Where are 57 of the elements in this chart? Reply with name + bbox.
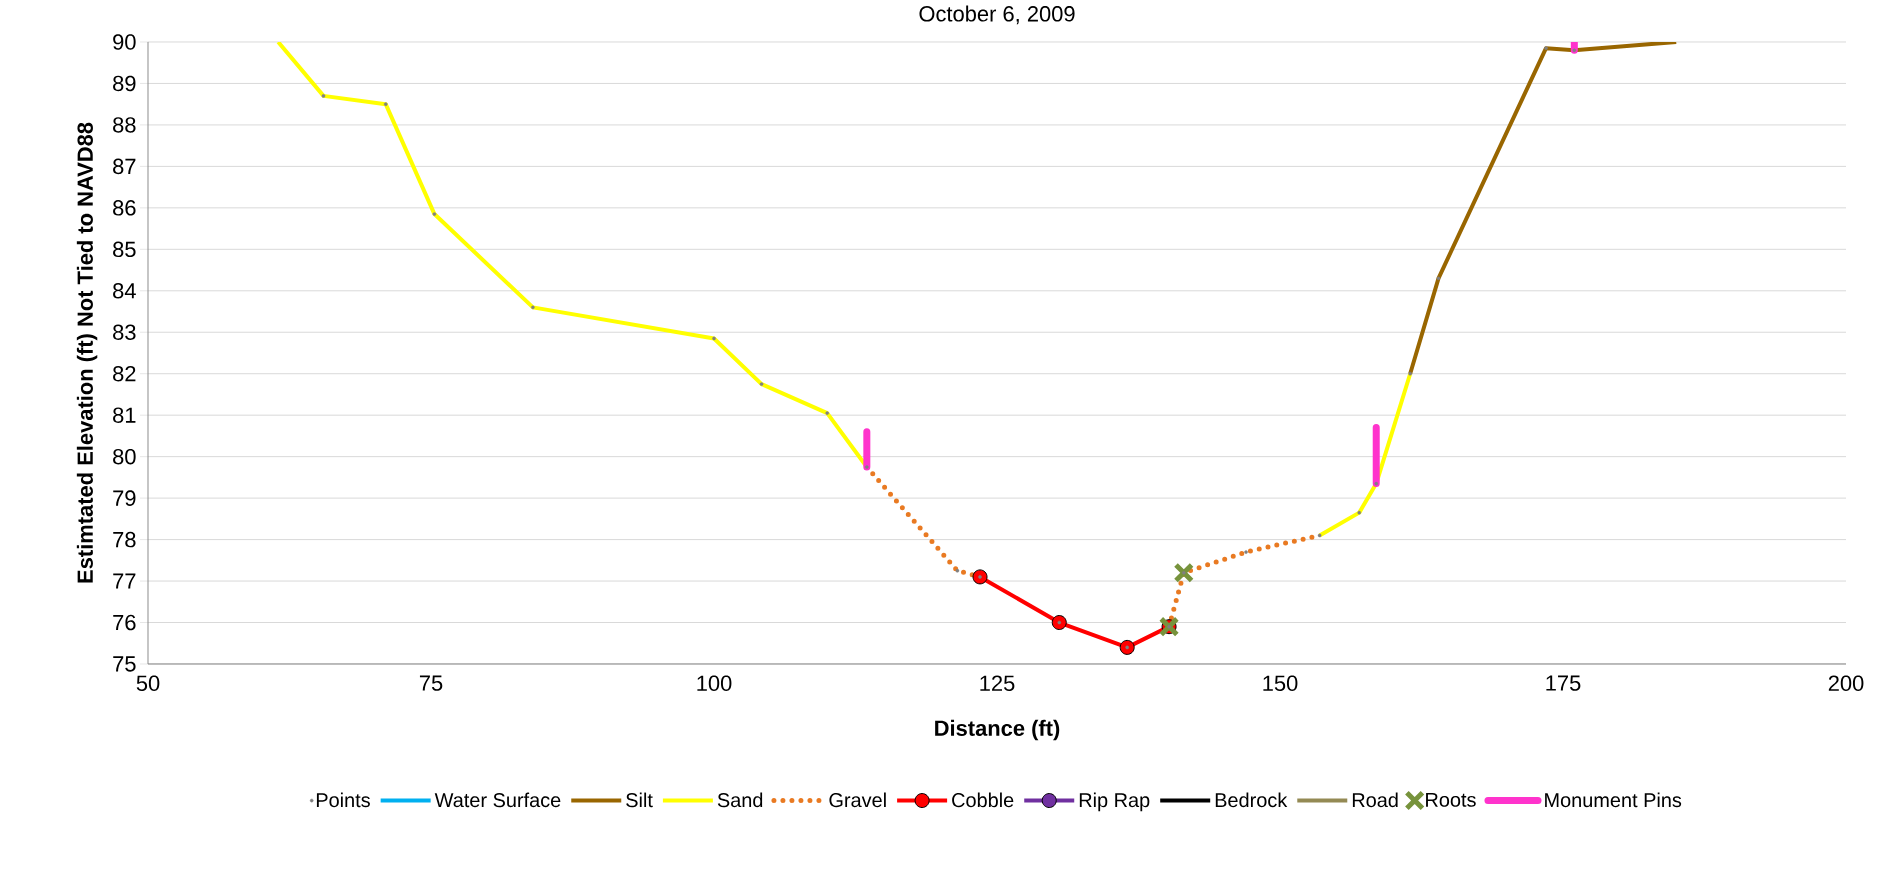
- y-tick-label: 83: [113, 324, 136, 341]
- y-tick-label: 77: [113, 573, 136, 589]
- x-tick-label: 75: [419, 675, 443, 691]
- point: [1544, 46, 1548, 50]
- point: [955, 568, 960, 573]
- x-tick-label: 100: [697, 675, 732, 692]
- legend-label: Monument Pins: [1545, 792, 1682, 808]
- y-tick-label: 87: [113, 158, 136, 175]
- y-tick-label: 88: [113, 117, 136, 133]
- y-tick-label: 78: [113, 531, 136, 548]
- x-axis-title: Distance (ft): [935, 719, 1060, 741]
- point: [825, 411, 830, 415]
- point: [1572, 48, 1577, 53]
- y-axis-title: Estimtated Elevation (ft) Not Tied to NAVD88: [76, 122, 98, 583]
- y-tick-label: 76: [113, 614, 136, 631]
- y-tick-label: 86: [113, 200, 136, 216]
- legend-label: Water Surface: [434, 792, 561, 808]
- line-series: [1408, 41, 1679, 376]
- x-tick-label: 200: [1828, 675, 1864, 692]
- chart-title: October 6, 2009: [919, 5, 1075, 25]
- point: [1408, 371, 1412, 376]
- point: [1173, 562, 1195, 584]
- y-tick-label: 79: [113, 490, 136, 506]
- y-tick-label: 81: [113, 407, 136, 423]
- point: [1436, 276, 1441, 281]
- y-tick-label: 82: [113, 365, 136, 382]
- x-tick-label: 50: [136, 675, 160, 692]
- point: [1357, 510, 1362, 515]
- point: [1244, 550, 1248, 554]
- x-tick-label: 150: [1263, 675, 1298, 692]
- point: [712, 336, 716, 341]
- point: [383, 102, 388, 106]
- legend-label: Rip Rap: [1079, 792, 1150, 812]
- legend-label: Points: [316, 792, 370, 808]
- legend-label: Cobble: [952, 792, 1014, 808]
- point: [759, 382, 764, 386]
- point: [531, 305, 535, 310]
- y-tick-label: 84: [113, 283, 136, 299]
- y-tick-label: 89: [113, 75, 136, 92]
- y-tick-label: 90: [113, 34, 136, 50]
- x-tick-label: 125: [980, 675, 1015, 692]
- y-tick-label: 85: [113, 241, 136, 258]
- point: [432, 212, 437, 216]
- point: [1181, 570, 1186, 575]
- x-tick-label: 175: [1546, 675, 1581, 691]
- point: [1374, 481, 1379, 486]
- legend-label: Bedrock: [1215, 792, 1288, 808]
- legend-label: Road: [1352, 792, 1398, 808]
- point: [865, 465, 869, 469]
- point: [321, 94, 326, 98]
- y-tick-label: 80: [113, 448, 136, 465]
- legend-label: Gravel: [829, 792, 886, 808]
- legend-label: Silt: [626, 792, 653, 808]
- point: [1317, 533, 1322, 538]
- y-tick-label: 75: [113, 656, 136, 672]
- legend-label: Roots: [1426, 792, 1476, 807]
- legend-label: Sand: [717, 792, 763, 808]
